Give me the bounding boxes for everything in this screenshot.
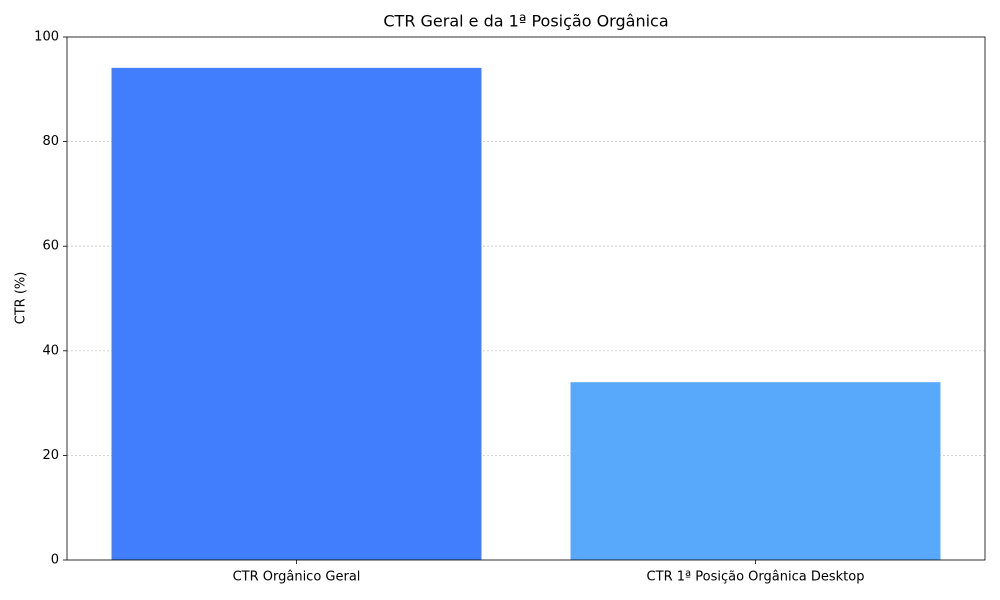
y-tick-label: 40 — [42, 343, 59, 358]
bar — [111, 67, 482, 561]
x-tick-label: CTR 1ª Posição Orgânica Desktop — [647, 570, 865, 585]
y-tick-label: 0 — [51, 553, 59, 568]
y-tick-label: 80 — [42, 134, 59, 149]
y-tick-label: 20 — [42, 448, 59, 463]
y-tick-label: 60 — [42, 239, 59, 254]
x-tick-label: CTR Orgânico Geral — [233, 570, 361, 585]
bar — [570, 382, 941, 560]
plot-frame — [66, 36, 986, 561]
y-tick-label: 100 — [34, 30, 59, 45]
y-axis-label: CTR (%) — [14, 272, 29, 325]
chart-title: CTR Geral e da 1ª Posição Orgânica — [383, 12, 668, 31]
